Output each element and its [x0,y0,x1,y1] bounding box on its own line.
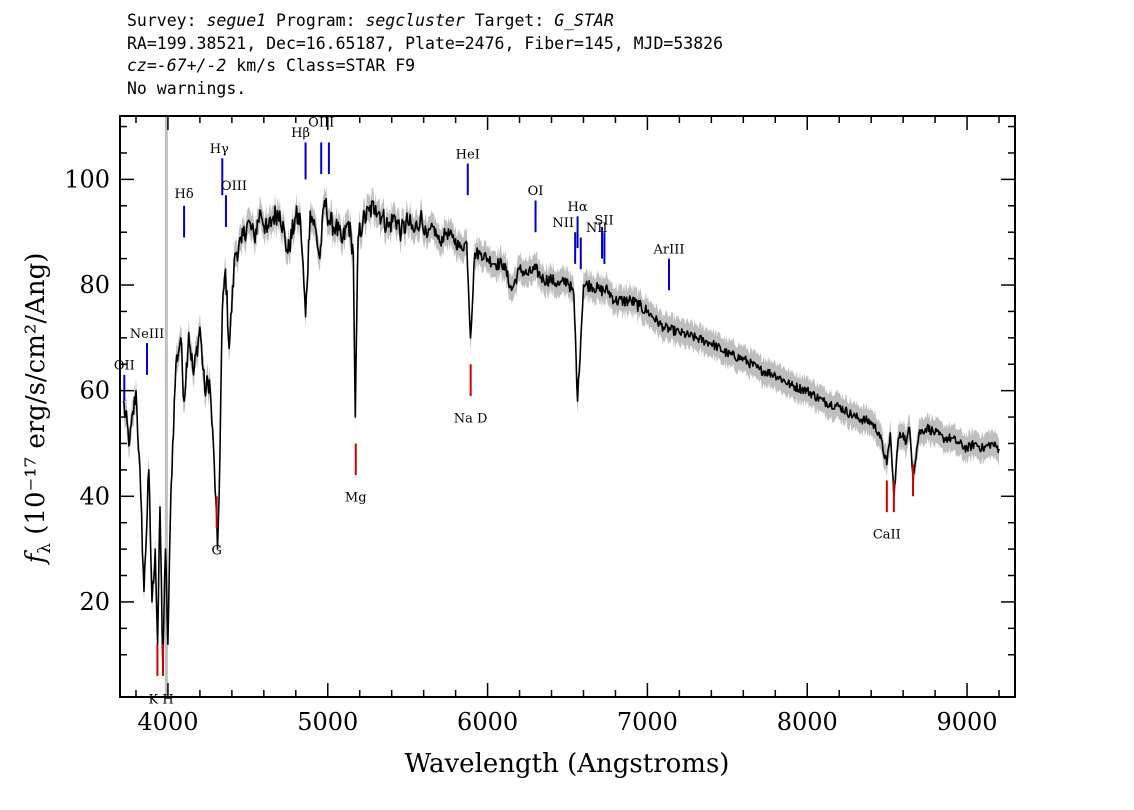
y-axis-title: fλ (10⁻¹⁷ erg/s/cm²/Ang) [21,253,55,566]
x-axis-title: Wavelength (Angstroms) [405,749,730,779]
axes: 4000 5000 6000 7000 8000 9000 20 40 60 80 100 [64,115,1016,736]
line-label-3: Hγ [210,142,229,157]
line-label-8: HeI [456,147,480,162]
line-label-13: SII [594,213,613,228]
target-label: Target: [464,11,555,30]
x-tick-label: 5000 [297,708,358,736]
line-label-9: OI [528,184,544,199]
survey-label: Survey: [127,11,207,30]
line-labels: OIINeIIIHδHγOIIIHβOIIIHeIOINIIHαNIISIIAr… [114,116,901,708]
plot-frame [119,115,1016,698]
x-tick-label: 4000 [137,708,198,736]
error-band [123,185,999,679]
x-tick-label: 9000 [937,708,998,736]
redshift-value: cz=-67+/-2 [127,56,227,75]
spectrum-header: Survey: segue1 Program: segcluster Targe… [127,10,723,100]
program-label: Program: [266,11,366,30]
coordinates-line: RA=199.38521, Dec=16.65187, Plate=2476, … [127,33,724,53]
line-label-4: OIII [221,179,247,194]
line-label-19: Mg [345,491,367,506]
warnings-line: No warnings. [127,78,247,98]
flux-series [122,197,1000,667]
plot-area [122,116,1000,697]
line-label-21: CaII [873,528,901,543]
line-label-6: OIII [308,116,334,131]
line-label-10: NII [552,216,574,231]
y-tick-label: 20 [79,588,110,616]
clipped-plot [122,116,1000,697]
target-value: G_STAR [554,11,614,30]
class-value: km/s Class=STAR F9 [226,56,416,75]
line-label-12: NII [586,221,608,236]
line-label-18: G [211,543,221,558]
line-label-2: Hδ [175,187,194,202]
y-tick-label: 100 [64,165,110,193]
line-label-16: K [149,692,159,707]
redshift-line: cz=-67+/-2 km/s Class=STAR F9 [127,55,723,78]
y-tick-label: 40 [79,482,110,510]
survey-value: segue1 [206,11,267,30]
x-tick-label: 8000 [777,708,838,736]
survey-line: Survey: segue1 Program: segcluster Targe… [127,10,723,33]
line-label-15: ArIII [652,242,684,257]
x-tick-label: 7000 [617,708,678,736]
line-label-17: H [162,692,173,707]
line-label-0: OII [114,359,135,374]
x-tick-label: 6000 [457,708,518,736]
y-tick-label: 80 [79,271,110,299]
program-value: segcluster [365,11,465,30]
line-label-5: Hβ [291,126,310,141]
line-label-1: NeIII [130,327,164,342]
y-tick-label: 60 [79,377,110,405]
line-label-20: Na D [454,411,488,426]
line-label-11: Hα [568,200,588,215]
